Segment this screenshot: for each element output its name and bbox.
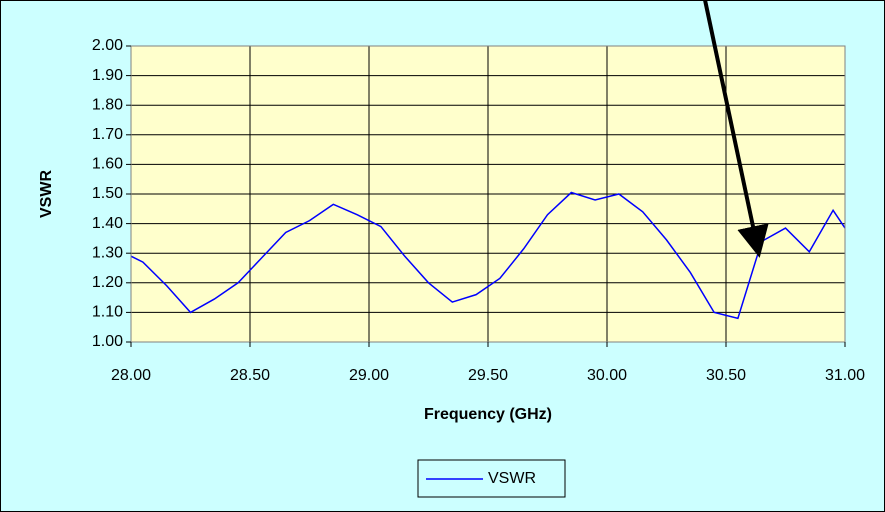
y-tick-label: 1.70 [92,126,123,143]
y-tick-label: 1.00 [92,333,123,350]
y-tick-label: 2.00 [92,37,123,54]
x-tick-label: 28.00 [111,367,151,384]
x-tick-label: 30.50 [706,367,746,384]
x-tick-label: 28.50 [230,367,270,384]
x-tick-label: 30.00 [587,367,627,384]
series-line [130,191,846,320]
y-tick-label: 1.40 [92,215,123,232]
y-tick-label: 1.60 [92,156,123,173]
y-axis-title: VSWR [38,170,55,218]
y-tick-label: 1.80 [92,96,123,113]
x-tick-label: 31.00 [825,367,865,384]
legend-label: VSWR [488,470,536,487]
annotation-arrow [703,0,769,258]
x-tick-label: 29.50 [468,367,508,384]
x-axis-title: Frequency (GHz) [424,406,552,423]
x-tick-label: 29.00 [349,367,389,384]
y-tick-label: 1.30 [92,244,123,261]
y-tick-label: 1.20 [92,274,123,291]
y-tick-label: 1.90 [92,67,123,84]
y-tick-label: 1.50 [92,185,123,202]
y-tick-label: 1.10 [92,304,123,321]
